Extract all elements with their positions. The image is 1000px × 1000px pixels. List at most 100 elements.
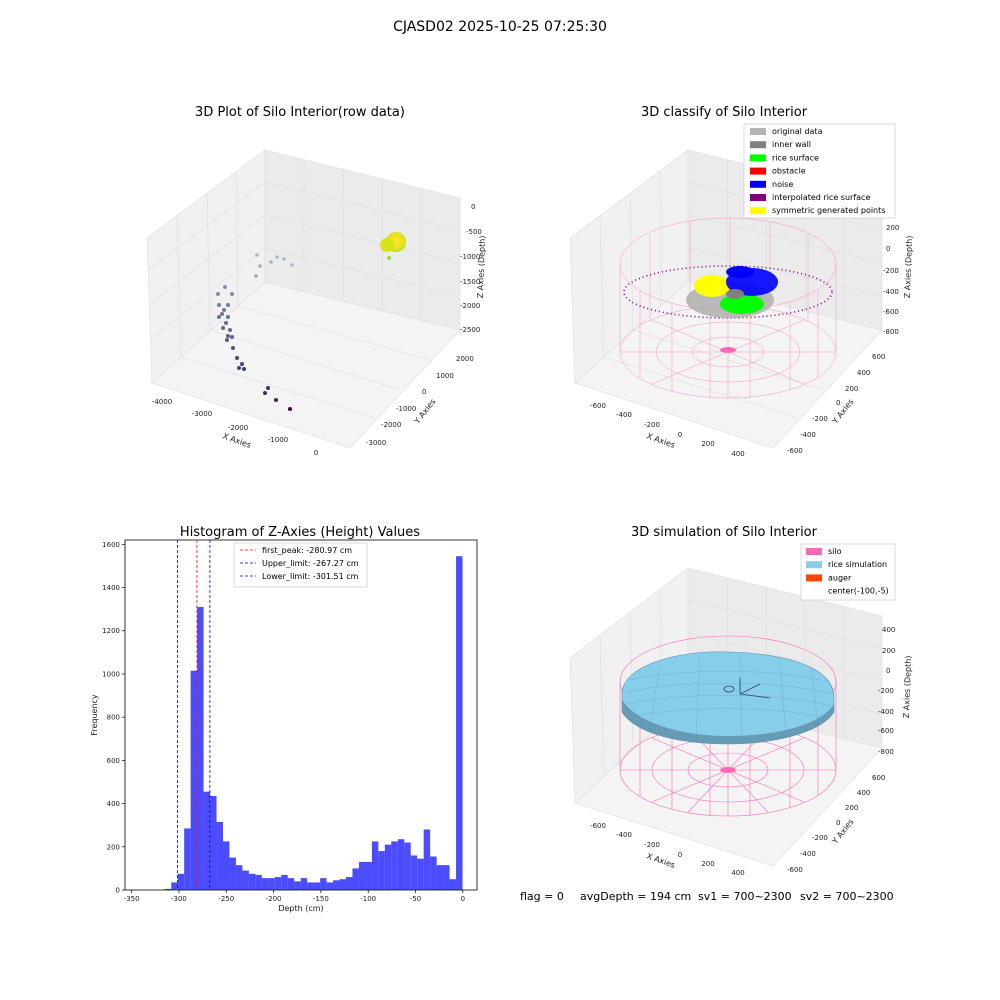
panel1-ytick: 1000	[436, 372, 454, 380]
panel1-point	[223, 285, 227, 289]
legend-swatch	[750, 180, 766, 188]
histogram-bar	[417, 858, 424, 890]
panel1-point	[275, 255, 279, 259]
histogram-bar	[255, 874, 262, 890]
legend-label: noise	[772, 180, 793, 189]
legend-label: interpolated rice surface	[772, 193, 870, 202]
panel1-point	[282, 257, 286, 261]
panel4-center-mark	[720, 767, 736, 773]
panel1-point	[226, 334, 230, 338]
panel4-ytick: -200	[812, 834, 828, 842]
panel1-ytick: -1000	[396, 405, 416, 413]
histogram-bar	[352, 868, 359, 890]
legend-label: original data	[772, 127, 823, 136]
panel4-ztick: 0	[886, 667, 890, 675]
legend-label: rice simulation	[828, 560, 887, 569]
panel1-ztick: 0	[471, 203, 475, 211]
panel4-ztick: 400	[882, 626, 895, 634]
legend-label: rice surface	[772, 153, 819, 162]
panel1-point	[225, 338, 229, 342]
panel2-xtick: -400	[616, 411, 632, 419]
panel4-xtick: 200	[701, 860, 714, 868]
panel4-ztick: -600	[878, 727, 894, 735]
panel1-point	[274, 398, 278, 402]
histogram-bar	[190, 670, 198, 890]
panel2-y-ticks: 600 400 200 0 -200 -400 -600	[787, 353, 885, 455]
histogram-bar	[261, 878, 269, 890]
panel4-xtick: -400	[616, 831, 632, 839]
panel4-title: 3D simulation of Silo Interior	[631, 525, 818, 540]
histogram-bar	[300, 878, 308, 890]
panel4-floor	[574, 699, 883, 867]
panel1-xlabel: X Axies	[221, 431, 252, 450]
panel2-legend: original data inner wall rice surface obsta…	[743, 123, 896, 219]
panel2-ztick: -600	[883, 308, 899, 316]
panel2-xtick: 200	[701, 440, 714, 448]
histogram-bar	[346, 877, 353, 890]
histogram-xtick-label: -50	[410, 895, 421, 903]
histogram-legend-label: Lower_limit: -301.51 cm	[262, 572, 359, 581]
panel4-ztick: -400	[878, 708, 894, 716]
panel4-ztick: -800	[878, 748, 894, 756]
panel1-point	[217, 315, 221, 319]
panel1-point	[258, 264, 262, 268]
panel1-point	[226, 315, 230, 319]
panel4-xtick: -200	[644, 841, 660, 849]
histogram-x-ticks: -350 -300 -250 -200 -150 -100 -50 0	[124, 890, 465, 903]
panel1-point	[220, 312, 224, 316]
panel4-xlabel: X Axies	[645, 851, 676, 870]
panel2-ztick: 200	[886, 224, 899, 232]
panel1-zlabel: Z Axies (Depth)	[476, 235, 487, 298]
histogram-bar	[307, 882, 314, 890]
panel1-ytick: 0	[422, 388, 426, 396]
panel1-point	[216, 292, 220, 296]
histogram-bars	[164, 556, 463, 890]
panel1-xtick: 0	[314, 449, 318, 457]
histogram-bar	[397, 839, 405, 890]
panel4-x-ticks: -600 -400 -200 0 200 400	[590, 822, 745, 877]
panel4-rice-surface-rim	[622, 700, 834, 744]
histogram-legend-label: Upper_limit: -267.27 cm	[262, 559, 359, 568]
histogram-bar	[203, 791, 211, 890]
histogram-bar	[171, 882, 178, 890]
panel2-ztick: -400	[883, 288, 899, 296]
panel1-ztick: -2500	[460, 326, 480, 334]
legend-label: auger	[828, 573, 852, 582]
histogram-bar	[358, 861, 366, 890]
panel1-points	[216, 232, 406, 411]
panel1-point	[266, 386, 270, 390]
status-footer: flag = 0 avgDepth = 194 cm sv1 = 700~230…	[520, 890, 894, 903]
histogram-bar	[326, 882, 334, 890]
panel1-ztick: -1000	[460, 253, 480, 261]
histogram-xtick-label: -250	[218, 895, 234, 903]
panel4-y-ticks: 600 400 200 0 -200 -400 -600	[787, 774, 885, 874]
histogram-bar	[216, 821, 223, 890]
panel1-gridlines	[146, 160, 461, 419]
panel4-ylabel: Y Axies	[830, 817, 856, 846]
histogram-bar	[456, 556, 463, 890]
panel2-ytick: -600	[787, 447, 803, 455]
panel4-ytick: 200	[845, 804, 858, 812]
histogram-bar	[229, 857, 236, 890]
panel1-point	[221, 326, 225, 330]
histogram-bar	[391, 841, 398, 890]
histogram-bar	[287, 878, 295, 890]
panel2-x-ticks: -600 -400 -200 0 200 400	[590, 402, 745, 458]
histogram-reference-lines	[177, 540, 211, 890]
legend-swatch	[806, 561, 822, 569]
histogram-bar	[339, 879, 346, 890]
histogram-bar	[423, 829, 431, 890]
histogram-ytick-label: 1000	[102, 670, 120, 678]
histogram-bar	[320, 878, 327, 890]
legend-swatch	[750, 207, 766, 215]
panel1-point	[222, 308, 226, 312]
panel1-point	[240, 362, 244, 366]
panel1-point	[228, 328, 232, 332]
legend-label: center(-100,-5)	[828, 587, 889, 596]
histogram-bar	[164, 888, 172, 890]
histogram-bar	[378, 851, 385, 890]
panel1-xtick: -3000	[192, 410, 212, 418]
legend-swatch	[750, 154, 766, 162]
legend-label: silo	[828, 547, 842, 556]
